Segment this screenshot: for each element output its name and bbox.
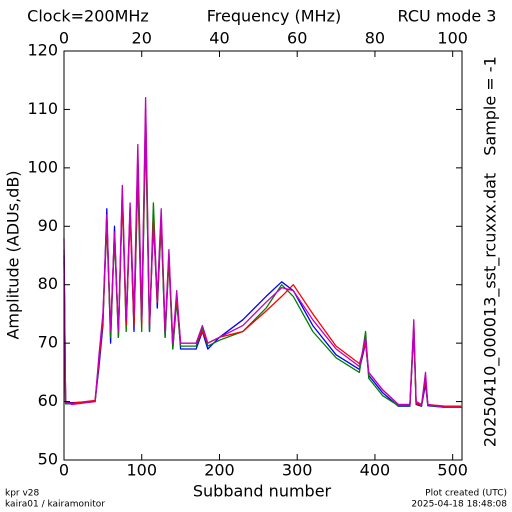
series-line [63,132,462,409]
x-tick-label: 0 [59,461,69,480]
y-tick-label: 120 [27,41,58,60]
header-left: Clock=200MHz [27,7,149,26]
x2-tick-label: 20 [132,29,152,48]
x2-tick-label: 40 [209,29,229,48]
y-axis-label: Amplitude (ADUs,dB) [4,170,23,339]
y-tick-label: 100 [27,157,58,176]
series-line [63,120,462,409]
plot-frame [63,50,463,461]
x2-tick-label: 100 [437,29,468,48]
x-tick-label: 500 [437,461,468,480]
x-tick-label: 100 [126,461,157,480]
footer-right: Plot created (UTC) [425,489,507,499]
footer-left: kpr v28 [5,489,40,499]
y-tick-label: 80 [38,274,58,293]
side-sample: Sample = -1 [481,56,500,156]
series-line [63,97,462,409]
footer-right: 2025-04-18 18:48:08 [411,500,507,510]
x-tick-label: 400 [360,461,391,480]
header-right: RCU mode 3 [398,7,497,26]
y-tick-label: 110 [27,99,58,118]
x2-tick-label: 0 [59,29,69,48]
side-file: 20250410_000013_sst_rcuxxx.dat [481,173,501,447]
x-tick-label: 200 [204,461,235,480]
x-tick-label: 300 [282,461,313,480]
y-tick-label: 70 [38,333,58,352]
y-tick-label: 60 [38,391,58,410]
series-line [63,108,462,407]
x2-tick-label: 80 [365,29,385,48]
y-tick-label: 50 [38,450,58,469]
x-axis-label: Subband number [193,482,332,501]
y-tick-label: 90 [38,216,58,235]
footer-left: kaira01 / kairamonitor [5,500,105,510]
header-center: Frequency (MHz) [207,7,341,26]
x2-tick-label: 60 [287,29,307,48]
